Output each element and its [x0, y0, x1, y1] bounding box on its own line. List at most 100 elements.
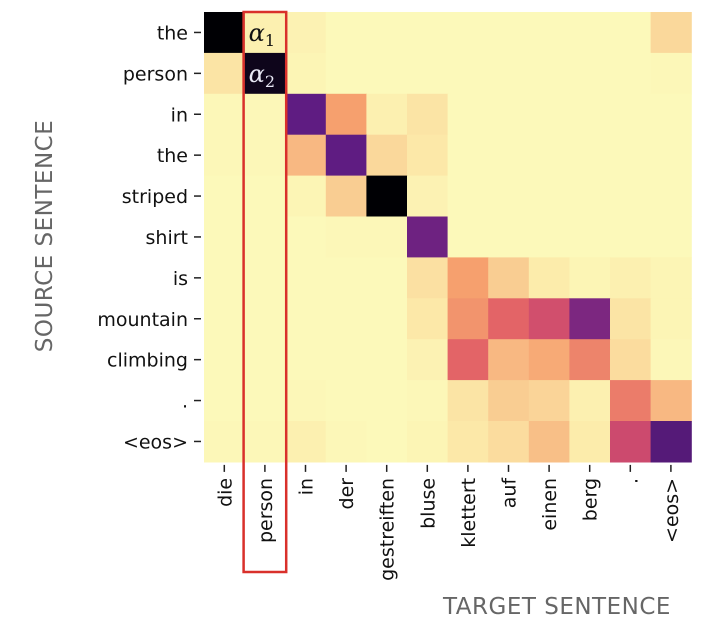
heatmap-cell	[610, 12, 652, 54]
heatmap-cell	[204, 12, 246, 54]
heatmap-cell	[447, 175, 489, 218]
heatmap-cell	[325, 93, 367, 136]
heatmap-cell	[569, 175, 611, 218]
heatmap-cell	[610, 257, 652, 299]
x-tick-label: gestreiften	[377, 478, 399, 581]
heatmap-cell	[447, 134, 489, 177]
heatmap-cell	[285, 216, 327, 258]
heatmap-cell	[204, 52, 246, 95]
heatmap-cell	[244, 380, 286, 422]
x-axis-title: TARGET SENTENCE	[442, 594, 671, 620]
heatmap-cell	[528, 257, 570, 299]
x-tick-label: die	[214, 478, 236, 507]
heatmap-cell	[650, 380, 692, 422]
heatmap-cell	[285, 257, 327, 299]
heatmap-cell	[528, 12, 570, 54]
y-tick-label: person	[123, 63, 188, 85]
heatmap-cell	[407, 175, 449, 218]
heatmap-cell	[244, 134, 286, 177]
heatmap-cell	[366, 339, 408, 381]
x-tick-label: der	[336, 478, 358, 510]
y-axis-title: SOURCE SENTENCE	[32, 120, 58, 353]
heatmap-cell	[204, 175, 246, 218]
heatmap-cell	[204, 216, 246, 258]
x-tick-label: in	[296, 478, 318, 495]
heatmap-cell	[447, 421, 489, 463]
heatmap-cell	[650, 134, 692, 177]
heatmap-cell	[610, 216, 652, 258]
heatmap-cell	[366, 93, 408, 136]
y-tick-label: .	[182, 391, 188, 413]
highlighted-column-box	[242, 10, 288, 574]
heatmap-cell	[407, 298, 449, 340]
heatmap-cell	[325, 216, 367, 258]
heatmap-cell	[366, 421, 408, 463]
heatmap-cell	[285, 421, 327, 463]
heatmap-cell	[285, 380, 327, 422]
heatmap-cell	[447, 216, 489, 258]
heatmap-cell	[285, 12, 327, 54]
heatmap-cell	[610, 421, 652, 463]
y-tick-label: mountain	[97, 309, 188, 331]
heatmap-cell	[366, 134, 408, 177]
y-tick-label: climbing	[107, 350, 188, 372]
heatmap-cell	[650, 339, 692, 381]
heatmap-cell	[447, 298, 489, 340]
heatmap-cell	[407, 339, 449, 381]
heatmap-cell	[285, 175, 327, 218]
heatmap-cell	[366, 298, 408, 340]
heatmap-cell	[569, 380, 611, 422]
heatmap-cell	[610, 175, 652, 218]
heatmap-cell	[528, 93, 570, 136]
x-tick-label: <eos>	[661, 478, 683, 543]
heatmap-cell	[488, 339, 530, 381]
heatmap-cell	[204, 93, 246, 136]
x-tick-label: klettert	[458, 478, 480, 548]
heatmap-cell	[528, 175, 570, 218]
heatmap-cell	[325, 257, 367, 299]
x-tick-label: einen	[539, 478, 561, 531]
heatmap-cell	[569, 134, 611, 177]
heatmap-cell	[407, 421, 449, 463]
heatmap-cell	[610, 134, 652, 177]
heatmap-cell	[285, 52, 327, 95]
heatmap-cell	[650, 175, 692, 218]
heatmap-cell	[528, 339, 570, 381]
heatmap-cell	[569, 421, 611, 463]
heatmap-cell	[488, 134, 530, 177]
heatmap-cell	[285, 93, 327, 136]
x-tick-label: bluse	[417, 478, 439, 529]
heatmap-cell	[407, 134, 449, 177]
heatmap-cell	[650, 298, 692, 340]
heatmap-cell	[325, 134, 367, 177]
y-tick-label: is	[173, 268, 188, 290]
heatmap-cell	[488, 216, 530, 258]
heatmap-cell	[650, 52, 692, 95]
heatmap-cell	[528, 298, 570, 340]
heatmap-cell	[204, 298, 246, 340]
y-tick-label: striped	[122, 186, 188, 208]
heatmap-cell	[447, 257, 489, 299]
heatmap-cell	[244, 216, 286, 258]
heatmap-cell	[488, 421, 530, 463]
y-axis-ticks: the person in the striped shirt is mountain clim…	[97, 22, 201, 453]
heatmap-cell	[447, 52, 489, 95]
heatmap-cell	[204, 380, 246, 422]
heatmap-cell	[447, 339, 489, 381]
heatmap-cell	[569, 339, 611, 381]
heatmap-cell	[488, 52, 530, 95]
heatmap-cell	[528, 134, 570, 177]
heatmap-cell	[488, 380, 530, 422]
heatmap-cell	[650, 257, 692, 299]
heatmap-cell	[244, 12, 286, 54]
heatmap-cell	[407, 93, 449, 136]
y-tick-label: <eos>	[123, 431, 188, 453]
heatmap-cell	[650, 421, 692, 463]
heatmap-cell	[650, 216, 692, 258]
heatmap-cell	[610, 298, 652, 340]
heatmap-cell	[407, 52, 449, 95]
heatmap-cell	[244, 52, 286, 95]
heatmap-cell	[407, 12, 449, 54]
